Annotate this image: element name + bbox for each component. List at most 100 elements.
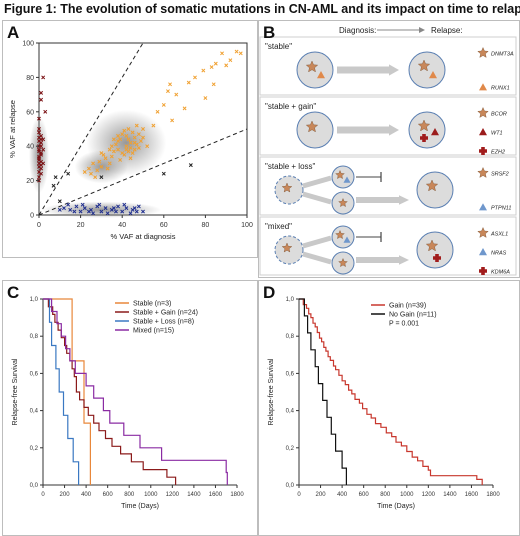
legend-label: Mixed (n=15) <box>133 328 174 335</box>
gene-label: KDM6A <box>491 270 510 276</box>
data-point <box>126 127 131 131</box>
data-point <box>122 152 127 157</box>
star-marker <box>477 226 489 238</box>
x-tick-label: 1800 <box>230 492 244 498</box>
triangle-marker <box>343 176 351 183</box>
branch-arrow <box>302 175 332 189</box>
x-tick-label: 1000 <box>400 492 414 498</box>
x-tick-label: 20 <box>77 222 85 229</box>
y-tick-label: 100 <box>22 41 34 48</box>
data-point <box>37 164 41 169</box>
progression-arrow <box>337 64 399 76</box>
data-point <box>39 133 44 138</box>
x-tick-label: 1400 <box>443 492 457 498</box>
data-point <box>95 168 100 173</box>
y-tick-label: 0 <box>30 213 34 220</box>
data-point <box>141 135 145 140</box>
data-point <box>72 209 77 214</box>
y-tick-label: 20 <box>26 178 34 185</box>
y-tick-label: 40 <box>26 144 34 151</box>
y-tick-label: 0,2 <box>30 446 39 452</box>
data-point <box>116 139 120 143</box>
data-point <box>134 209 139 214</box>
triangle-marker <box>479 128 487 136</box>
data-point <box>138 139 143 143</box>
panel-a-letter: A <box>7 23 20 42</box>
data-point <box>161 171 166 176</box>
pattern-row: "stable + gain" BCOR WT1 EZH2 <box>259 96 517 156</box>
data-point <box>136 145 141 150</box>
data-point <box>91 161 96 166</box>
triangle-marker <box>479 248 487 256</box>
data-point <box>120 132 125 137</box>
y-tick-label: 1,0 <box>30 297 39 303</box>
y-tick-label: 60 <box>26 109 34 116</box>
x-tick-label: 1800 <box>486 492 500 498</box>
data-point <box>130 151 135 156</box>
star-marker <box>425 179 439 192</box>
data-point <box>136 204 141 209</box>
x-axis-label: Time (Days) <box>377 503 415 510</box>
progression-arrow <box>356 195 409 205</box>
y-tick-label: 0,4 <box>30 409 39 415</box>
star-marker <box>477 46 489 58</box>
p-value-annotation: P = 0.001 <box>389 321 419 328</box>
survival-curve <box>43 298 80 485</box>
data-point <box>209 65 214 70</box>
x-tick-label: 400 <box>81 492 92 498</box>
branch-arrow <box>302 191 332 205</box>
data-point <box>37 139 41 143</box>
row-label: "mixed" <box>265 222 292 231</box>
progression-arrow <box>337 124 399 136</box>
panel-c-letter: C <box>7 283 20 302</box>
header-arrow-head <box>419 27 425 33</box>
star-marker <box>305 120 319 133</box>
km-plot-gain: 0 200 400 600 800 1000 1200 1400 1600 1800 0,0 0,2 0… <box>268 297 500 510</box>
star-marker <box>335 229 345 240</box>
y-tick-label: 0,6 <box>30 371 39 377</box>
data-point <box>132 206 137 211</box>
row-box <box>259 216 517 276</box>
gene-label: WT1 <box>491 131 503 137</box>
data-point <box>203 96 208 100</box>
survival-curve <box>299 298 483 485</box>
data-point <box>37 130 41 135</box>
data-point <box>234 49 239 54</box>
y-axis-label: Relapse-free Survival <box>12 358 19 425</box>
x-axis-label: Time (Days) <box>121 503 159 510</box>
data-point <box>43 109 48 114</box>
star-marker <box>477 106 489 118</box>
panel-d: D 0 200 400 600 800 1000 1200 1400 1600 1800 0,0 0,… <box>258 280 520 536</box>
diagnosis-header: Diagnosis: <box>339 26 376 35</box>
data-point <box>39 152 44 157</box>
data-point <box>97 202 102 207</box>
figure-title: Figure 1: The evolution of somatic mutat… <box>4 2 520 16</box>
star-marker <box>417 119 431 132</box>
x-tick-label: 60 <box>160 222 168 229</box>
x-tick-label: 1200 <box>422 492 436 498</box>
data-point <box>186 80 191 85</box>
pattern-row: "mixed" ASXL1 NRAS KDM6A <box>259 216 517 276</box>
gene-label: ASXL1 <box>490 232 508 238</box>
pattern-row: "stable + loss" SRSF2 PTPN11 <box>259 156 517 216</box>
km-plot-patterns: 0 200 400 600 800 1000 1200 1400 1600 1800 0,0 0,2 0… <box>12 297 244 510</box>
x-tick-label: 200 <box>316 492 327 498</box>
plus-marker <box>433 254 441 262</box>
data-point <box>39 171 44 176</box>
row-box <box>259 156 517 216</box>
data-point <box>103 206 108 211</box>
data-point <box>122 128 127 133</box>
data-point <box>114 209 118 214</box>
x-tick-label: 200 <box>60 492 71 498</box>
x-tick-label: 800 <box>380 492 391 498</box>
evolution-patterns-diagram: Diagnosis: Relapse:"stable"DNMT3ARUNX1"st… <box>259 26 517 276</box>
data-point <box>116 204 120 209</box>
survival-curve <box>43 298 177 485</box>
star-marker <box>335 169 345 180</box>
data-point <box>132 135 137 140</box>
triangle-marker <box>343 236 351 243</box>
y-axis-label: Relapse-free Survival <box>268 358 275 425</box>
cell-circle <box>331 165 355 189</box>
x-tick-label: 600 <box>103 492 114 498</box>
data-point <box>124 147 129 152</box>
